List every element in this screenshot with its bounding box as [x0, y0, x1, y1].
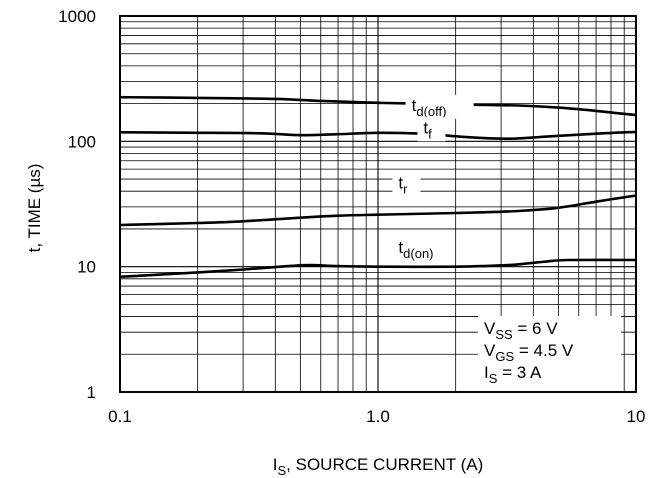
x-tick-label: 0.1: [108, 407, 132, 426]
series-line-td-on: [119, 258, 637, 279]
x-axis-label: IS, SOURCE CURRENT (A): [273, 455, 484, 478]
series-line-tr: [119, 194, 637, 227]
series-labels: td(off)tf tr td(on): [392, 94, 474, 262]
y-tick-label: 10: [77, 258, 96, 277]
series-label-background: [392, 172, 421, 197]
series-label-td-off: td(off): [412, 96, 447, 119]
y-tick-label: 1000: [58, 7, 96, 26]
conditions-background: [478, 316, 621, 392]
series-line-tf: [119, 130, 637, 141]
plot-frame: [119, 15, 637, 393]
condition-ss: VSS = 6 V: [484, 319, 558, 342]
x-tick-label: 10: [627, 407, 646, 426]
condition-s: IS = 3 A: [484, 363, 542, 386]
y-tick-label: 1: [87, 383, 96, 402]
tick-labels: 0.1 1.0 10 1 10 100 1000: [58, 7, 645, 426]
y-tick-label: 100: [68, 132, 96, 151]
x-tick-label: 1.0: [366, 407, 390, 426]
condition-gs: VGS = 4.5 V: [484, 341, 574, 364]
series-label-td-on: td(on): [398, 238, 433, 261]
series-label-tr: tr: [398, 174, 408, 197]
series-label-background: [405, 94, 474, 119]
series-label-background: [392, 237, 453, 262]
series-label-tf: tf: [423, 118, 432, 141]
y-axis-label: t, TIME (µs): [25, 164, 44, 253]
series-label-background: [417, 117, 446, 142]
